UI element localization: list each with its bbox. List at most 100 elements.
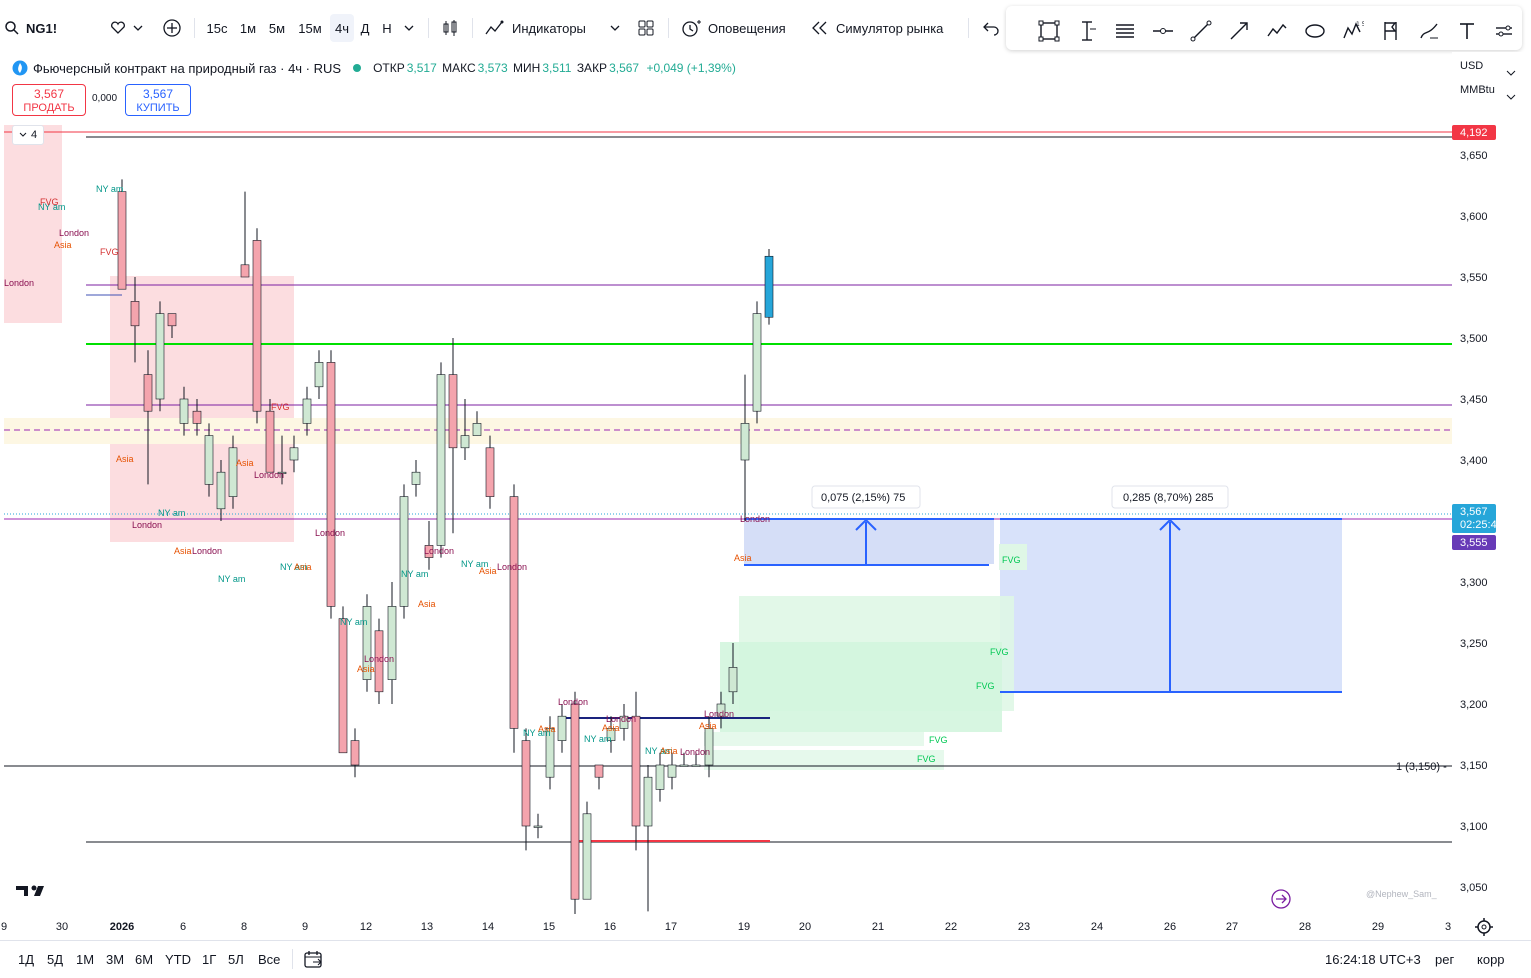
- range-3m[interactable]: 3М: [106, 952, 125, 967]
- session-label: London: [704, 709, 734, 719]
- interval-5m[interactable]: 5м: [268, 20, 286, 36]
- range-1m[interactable]: 1М: [76, 952, 95, 967]
- candle: [167, 313, 177, 338]
- indicators-button[interactable]: Индикаторы: [484, 14, 600, 42]
- change-value: +0,049 (+1,39%): [646, 61, 736, 75]
- buy-button[interactable]: 3,567 КУПИТЬ: [125, 84, 191, 116]
- candle-body: [167, 313, 177, 327]
- indicators-collapse[interactable]: 4: [12, 125, 44, 145]
- symbol-name: NG1!: [26, 20, 58, 36]
- trend-line-icon[interactable]: [1190, 20, 1212, 42]
- session-label: Asia: [116, 454, 134, 464]
- lines-tool-icon[interactable]: [1114, 20, 1136, 42]
- price-axis[interactable]: USD MMBtu 3,650 3,600 3,550 3,500 3,450 3,400…: [1452, 52, 1531, 914]
- alerts-button[interactable]: Оповещения: [680, 14, 796, 42]
- arrow-right-icon: [1276, 894, 1287, 904]
- range-5d[interactable]: 5Д: [47, 952, 64, 967]
- session-label: Asia: [174, 546, 192, 556]
- candle: [740, 374, 750, 521]
- scroll-to-realtime-button[interactable]: [1271, 889, 1291, 909]
- replay-button[interactable]: Симулятор рынка: [810, 14, 960, 42]
- time-tick: 14: [482, 921, 494, 933]
- interval-1m[interactable]: 1м: [239, 20, 257, 36]
- unit-label[interactable]: MMBtu: [1460, 84, 1495, 96]
- watermark: @Nephew_Sam_: [1366, 889, 1438, 899]
- brush-tool-icon[interactable]: [1418, 20, 1440, 42]
- interval-4h[interactable]: 4ч: [330, 14, 354, 42]
- range-6m[interactable]: 6М: [135, 952, 154, 967]
- candle-body: [143, 374, 153, 412]
- tradingview-logo: [16, 885, 44, 896]
- open-label: ОТКР: [373, 61, 405, 75]
- flag-tool-icon[interactable]: [1380, 20, 1402, 42]
- ellipse-tool-icon[interactable]: [1304, 20, 1326, 42]
- alerts-label: Оповещения: [708, 20, 786, 36]
- low-label: МИН: [513, 61, 541, 75]
- candle-body: [338, 618, 348, 754]
- session-label: Asia: [294, 562, 312, 572]
- high-value: 3,573: [477, 61, 508, 75]
- chart-type-button[interactable]: [104, 14, 150, 42]
- interval-dropdown[interactable]: [398, 14, 420, 42]
- time-axis[interactable]: 9 30 2026 6 8 9 12 13 14 15 16 17 19 20 21 22 23 24 26 27 28…: [0, 914, 1452, 940]
- rectangle-tool-icon[interactable]: [1038, 20, 1060, 42]
- clock-timezone[interactable]: 16:24:18 UTC+3: [1325, 952, 1421, 967]
- candles-type-button[interactable]: [436, 14, 464, 42]
- range-ytd[interactable]: YTD: [165, 952, 191, 967]
- indicators-dropdown[interactable]: [604, 14, 626, 42]
- candle-body: [460, 435, 470, 449]
- candle-body: [704, 728, 714, 766]
- range-all[interactable]: Все: [258, 952, 281, 967]
- candle-body: [509, 496, 519, 729]
- arrow-tool-icon[interactable]: [1228, 20, 1250, 42]
- compare-button[interactable]: [158, 14, 186, 42]
- range-5y[interactable]: 5Л: [228, 952, 244, 967]
- market-status-dot[interactable]: [353, 64, 362, 72]
- templates-button[interactable]: [632, 14, 660, 42]
- session-label: Asia: [699, 721, 717, 731]
- goto-date-icon[interactable]: [303, 949, 325, 969]
- session-label: Asia: [418, 599, 436, 609]
- candle-body: [265, 410, 275, 473]
- price-tick: 3,650: [1460, 150, 1488, 162]
- range-1d[interactable]: 1Д: [18, 952, 35, 967]
- text-tool-icon[interactable]: [1456, 20, 1478, 42]
- sell-button[interactable]: 3,567 ПРОДАТЬ: [12, 84, 86, 116]
- session-label: London: [4, 278, 34, 288]
- session-label: London: [424, 546, 454, 556]
- adjust-button[interactable]: корр: [1477, 952, 1505, 967]
- interval-15m[interactable]: 15м: [298, 20, 322, 36]
- settings-gear-icon[interactable]: [1474, 917, 1494, 942]
- buy-label: КУПИТЬ: [136, 102, 180, 114]
- time-tick: 8: [241, 921, 247, 933]
- time-tick: 9: [1, 921, 7, 933]
- interval-15s[interactable]: 15с: [206, 20, 228, 36]
- price-tick: 3,250: [1460, 638, 1488, 650]
- session-button[interactable]: рег: [1435, 952, 1455, 967]
- horizontal-ray-icon[interactable]: [1152, 20, 1174, 42]
- undo-button[interactable]: [978, 14, 1004, 42]
- session-label: Asia: [734, 553, 752, 563]
- pattern-tool-icon[interactable]: 1 5: [1342, 20, 1364, 42]
- candle-body: [314, 362, 324, 388]
- session-label: FVG: [929, 735, 948, 745]
- candle-body: [679, 764, 689, 767]
- symbol-search[interactable]: NG1!: [4, 14, 100, 42]
- path-tool-icon[interactable]: [1266, 20, 1288, 42]
- search-icon: [5, 21, 19, 35]
- more-tools-icon[interactable]: [1494, 20, 1516, 42]
- premium-zone: [4, 418, 1452, 444]
- candle-body: [326, 362, 336, 607]
- interval-day[interactable]: Д: [360, 20, 370, 36]
- instrument-title[interactable]: Фьючерсный контракт на природный газ · 4…: [33, 60, 342, 76]
- spread-value: 0,000: [92, 93, 118, 104]
- candle-body: [289, 447, 299, 461]
- range-1y[interactable]: 1Г: [202, 952, 217, 967]
- interval-week[interactable]: Н: [382, 20, 392, 36]
- candle: [679, 752, 689, 767]
- currency-label[interactable]: USD: [1460, 60, 1484, 72]
- text-cursor-tool-icon[interactable]: [1076, 20, 1098, 42]
- time-tick: 27: [1226, 921, 1238, 933]
